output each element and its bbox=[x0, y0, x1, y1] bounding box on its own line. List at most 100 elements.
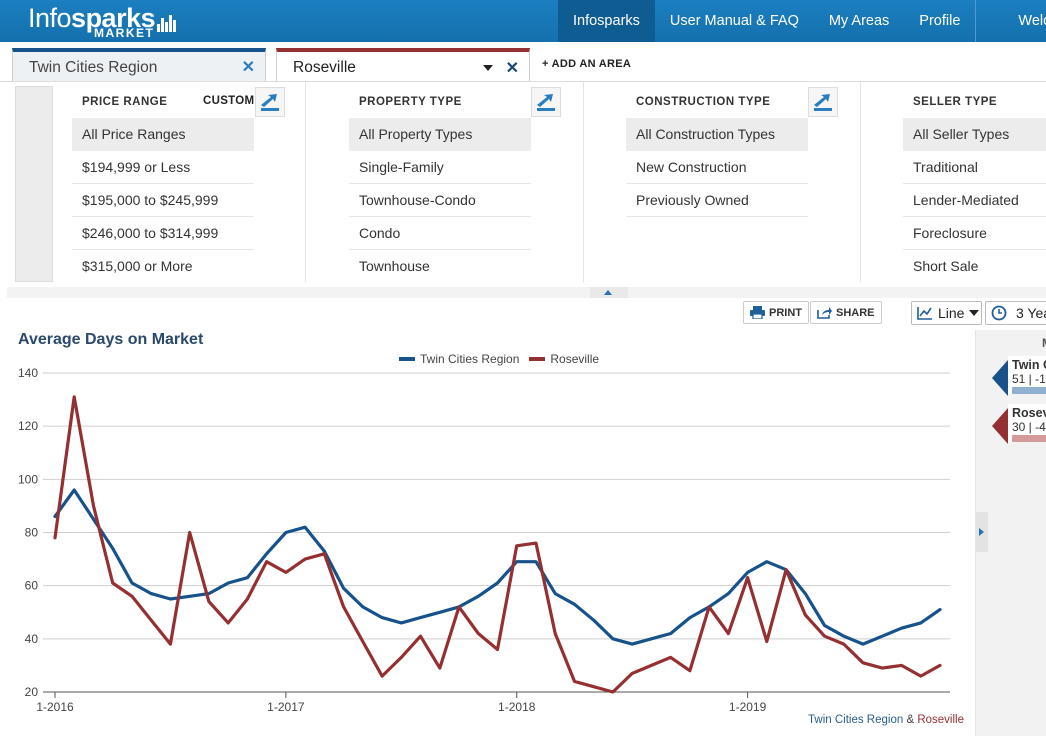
legend-item-roseville[interactable]: Roseville bbox=[529, 352, 599, 366]
clock-icon bbox=[991, 305, 1007, 321]
expand-arrow-icon[interactable] bbox=[531, 87, 561, 117]
print-label: PRINT bbox=[769, 306, 802, 319]
expand-arrow-icon[interactable] bbox=[808, 87, 838, 117]
side-card-twin-cities[interactable]: Twin C 51 | -1 bbox=[992, 356, 1046, 396]
chart-title: Average Days on Market bbox=[18, 331, 204, 348]
top-navigation-bar: Infosparks MARKET Infosparks User Manual… bbox=[0, 0, 1046, 42]
add-area-button[interactable]: + ADD AN AREA bbox=[542, 58, 632, 70]
construction-options: All Construction Types New Construction … bbox=[626, 118, 808, 217]
filter-collapse-bar bbox=[7, 287, 1046, 298]
side-column-label: M bbox=[1042, 336, 1046, 350]
time-range-value: 3 Yea bbox=[1016, 305, 1046, 321]
option-condo[interactable]: Condo bbox=[349, 217, 531, 250]
print-button[interactable]: PRINT bbox=[743, 301, 809, 324]
filter-panel: PRICE RANGE CUSTOM All Price Ranges $194… bbox=[0, 81, 1046, 299]
infosparks-logo[interactable]: Infosparks MARKET bbox=[28, 2, 177, 40]
logo-subtitle: MARKET bbox=[94, 26, 155, 40]
credit-area-b: Roseville bbox=[917, 714, 964, 726]
area-tabs: Twin Cities Region ✕ Roseville ✕ + ADD A… bbox=[0, 42, 1046, 83]
option-foreclosure[interactable]: Foreclosure bbox=[903, 217, 1046, 250]
side-card-bar bbox=[1012, 387, 1046, 394]
share-button[interactable]: SHARE bbox=[810, 301, 882, 324]
chart-type-value: Line bbox=[938, 305, 965, 321]
side-card-value: 30 | -4 bbox=[1012, 420, 1046, 434]
side-panel-toggle[interactable] bbox=[975, 512, 988, 552]
option-short-sale[interactable]: Short Sale bbox=[913, 258, 979, 274]
chevron-down-icon[interactable] bbox=[483, 65, 493, 71]
series-line-roseville bbox=[53, 395, 942, 694]
filter-side-block bbox=[15, 86, 53, 282]
collapse-filters-button[interactable] bbox=[590, 287, 628, 298]
x-tick-label: 1-2017 bbox=[267, 700, 305, 714]
nav-my-areas[interactable]: My Areas bbox=[828, 13, 890, 29]
option-price-3[interactable]: $246,000 to $314,999 bbox=[72, 217, 254, 250]
property-options: All Property Types Single-Family Townhou… bbox=[349, 118, 531, 283]
filter-heading: SELLER TYPE bbox=[913, 96, 998, 108]
option-price-2[interactable]: $195,000 to $245,999 bbox=[72, 184, 254, 217]
tab-roseville[interactable]: Roseville ✕ bbox=[276, 48, 530, 83]
y-tick-label: 140 bbox=[18, 366, 38, 380]
side-card-name: Rosev bbox=[1012, 406, 1046, 420]
chart-type-select[interactable]: Line bbox=[911, 301, 982, 325]
x-tick-label: 1-2019 bbox=[729, 700, 767, 714]
option-all-seller-types[interactable]: All Seller Types bbox=[903, 118, 1046, 151]
option-townhouse-condo[interactable]: Townhouse-Condo bbox=[349, 184, 531, 217]
y-tick-label: 120 bbox=[18, 419, 38, 433]
legend-item-twin-cities[interactable]: Twin Cities Region bbox=[399, 352, 519, 366]
option-new-construction[interactable]: New Construction bbox=[626, 151, 808, 184]
filter-construction-type: CONSTRUCTION TYPE All Construction Types… bbox=[626, 82, 861, 282]
custom-price-button[interactable]: CUSTOM bbox=[203, 95, 255, 107]
filter-price-range: PRICE RANGE CUSTOM All Price Ranges $194… bbox=[72, 82, 306, 282]
legend-label: Roseville bbox=[550, 352, 600, 366]
nav-welcome[interactable]: Welc bbox=[975, 0, 1046, 42]
share-icon bbox=[817, 307, 832, 319]
series-line-twin-cities-region bbox=[53, 488, 942, 646]
credit-amp: & bbox=[906, 714, 915, 726]
line-chart: 20 40 60 80 100 120 140 1-2016 1-2017 1-2018 1-201… bbox=[18, 366, 950, 714]
side-card-body: Rosev 30 | -4 bbox=[1008, 404, 1046, 442]
option-townhouse[interactable]: Townhouse bbox=[359, 258, 430, 274]
legend-label: Twin Cities Region bbox=[420, 352, 520, 366]
close-icon[interactable]: ✕ bbox=[505, 60, 519, 77]
price-options: All Price Ranges $194,999 or Less $195,0… bbox=[72, 118, 254, 283]
option-single-family[interactable]: Single-Family bbox=[349, 151, 531, 184]
tab-label: Twin Cities Region bbox=[29, 59, 158, 76]
chart-legend: Twin Cities Region Roseville bbox=[399, 352, 609, 366]
filter-heading: PRICE RANGE bbox=[82, 96, 168, 108]
option-all-property-types[interactable]: All Property Types bbox=[349, 118, 531, 151]
y-tick-label: 40 bbox=[25, 632, 39, 646]
side-card-pointer bbox=[992, 360, 1008, 396]
option-previously-owned[interactable]: Previously Owned bbox=[626, 184, 808, 217]
logo-text-light: Info bbox=[28, 3, 72, 33]
tab-label: Roseville bbox=[293, 59, 356, 76]
nav-profile[interactable]: Profile bbox=[919, 13, 961, 29]
chart-credit: Twin Cities Region & Roseville bbox=[808, 714, 964, 726]
option-all-price-ranges[interactable]: All Price Ranges bbox=[72, 118, 254, 151]
close-icon[interactable]: ✕ bbox=[241, 59, 255, 76]
x-tick-label: 1-2016 bbox=[36, 700, 74, 714]
side-card-roseville[interactable]: Rosev 30 | -4 bbox=[992, 404, 1046, 444]
logo-text-bold: sparks bbox=[71, 3, 156, 33]
tab-twin-cities-region[interactable]: Twin Cities Region ✕ bbox=[12, 48, 266, 82]
side-card-value: 51 | -1 bbox=[1012, 372, 1046, 386]
nav-infosparks[interactable]: Infosparks bbox=[558, 0, 655, 42]
expand-arrow-icon[interactable] bbox=[255, 87, 285, 117]
option-traditional[interactable]: Traditional bbox=[903, 151, 1046, 184]
seller-options: All Seller Types Traditional Lender-Medi… bbox=[903, 118, 1046, 283]
side-card-body: Twin C 51 | -1 bbox=[1008, 356, 1046, 394]
option-lender-mediated[interactable]: Lender-Mediated bbox=[903, 184, 1046, 217]
logo-bars-icon bbox=[157, 2, 177, 32]
option-price-1[interactable]: $194,999 or Less bbox=[72, 151, 254, 184]
nav-user-manual[interactable]: User Manual & FAQ bbox=[669, 13, 799, 29]
share-label: SHARE bbox=[836, 306, 875, 319]
option-price-4[interactable]: $315,000 or More bbox=[82, 258, 193, 274]
printer-icon bbox=[750, 306, 765, 319]
main-nav: Infosparks User Manual & FAQ My Areas Pr… bbox=[558, 0, 1046, 42]
time-range-select[interactable]: 3 Yea bbox=[985, 301, 1046, 325]
side-card-pointer bbox=[992, 408, 1008, 444]
filter-heading: CONSTRUCTION TYPE bbox=[636, 96, 771, 108]
filter-heading: PROPERTY TYPE bbox=[359, 96, 462, 108]
option-all-construction-types[interactable]: All Construction Types bbox=[626, 118, 808, 151]
legend-swatch bbox=[399, 357, 415, 361]
y-tick-label: 60 bbox=[25, 579, 39, 593]
